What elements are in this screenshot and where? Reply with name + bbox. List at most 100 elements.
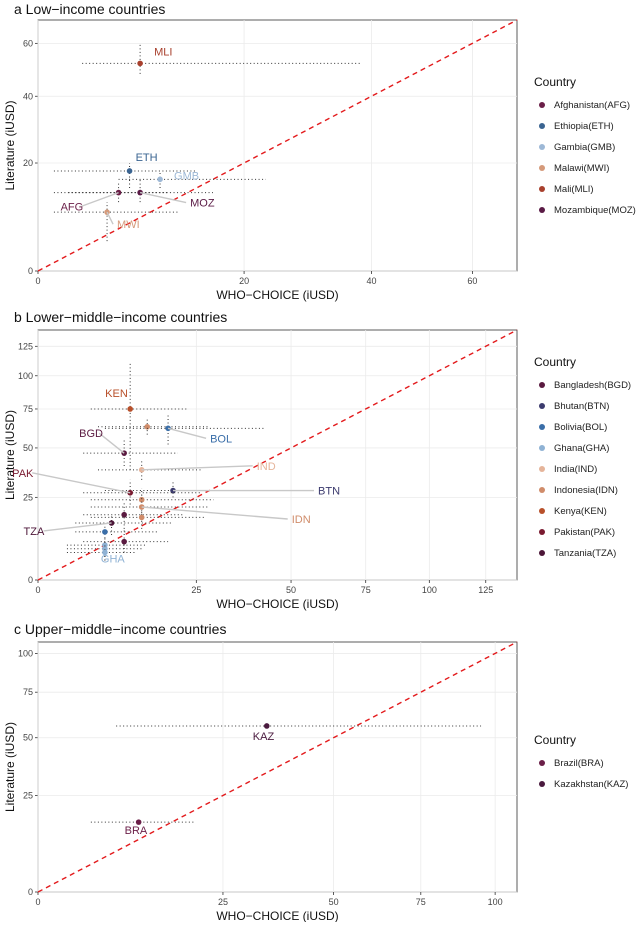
data-point-mli	[137, 60, 143, 67]
panel-title: a Low−income countries	[14, 1, 165, 17]
legend-swatch	[539, 781, 545, 787]
point-label-tza: TZA	[24, 526, 45, 538]
data-point-bgd	[121, 511, 127, 518]
x-tick-label: 50	[286, 585, 296, 595]
point-label-ind: IND	[257, 461, 276, 473]
y-tick-label: 25	[23, 492, 33, 502]
y-tick-label: 50	[23, 443, 33, 453]
x-tick-label: 0	[35, 897, 40, 907]
data-point-bra	[135, 819, 142, 825]
data-point-mwi	[104, 209, 110, 215]
legend-entry: Tanzania(TZA)	[554, 548, 616, 559]
point-label-kaz: KAZ	[253, 731, 275, 743]
x-tick-label: 40	[366, 276, 376, 286]
point-label-gmb: GMB	[174, 170, 199, 182]
x-tick-label: 25	[218, 897, 228, 907]
x-tick-label: 100	[488, 897, 503, 907]
x-tick-label: 75	[361, 585, 371, 595]
point-label-moz: MOZ	[190, 198, 215, 210]
label-leader-line	[43, 522, 112, 532]
point-label-gha: GHA	[101, 554, 126, 566]
x-axis-label: WHO−CHOICE (iUSD)	[216, 288, 338, 302]
y-tick-label: 125	[18, 341, 33, 351]
data-point-ken	[127, 406, 133, 412]
data-point-kaz	[263, 723, 270, 729]
label-leader-line	[167, 427, 207, 439]
legend-swatch	[539, 760, 545, 766]
legend-entry: Indonesia(IDN)	[554, 485, 618, 496]
legend-swatch	[539, 466, 545, 472]
y-tick-label: 50	[23, 733, 33, 743]
data-point-gha	[102, 549, 108, 556]
point-label-bol: BOL	[210, 433, 232, 445]
y-tick-label: 60	[23, 38, 33, 48]
legend-entry: India(IND)	[554, 464, 597, 475]
legend-entry: Bhutan(BTN)	[554, 401, 609, 412]
panel-title: c Upper−middle−income countries	[14, 621, 226, 637]
reference-line	[37, 329, 518, 581]
point-label-pak: PAK	[12, 468, 34, 480]
data-point-bol	[102, 529, 108, 535]
y-tick-label: 75	[23, 404, 33, 414]
legend-entry: Ghana(GHA)	[554, 443, 609, 454]
label-leader-line	[141, 506, 288, 520]
x-axis-label: WHO−CHOICE (iUSD)	[216, 909, 338, 922]
data-point-idn	[138, 514, 145, 521]
data-point-bgd	[121, 538, 127, 545]
label-leader-line	[141, 465, 253, 471]
legend-entry: Bolivia(BOL)	[554, 422, 607, 433]
legend-entry: Afghanistan(AFG)	[554, 100, 630, 111]
x-tick-label: 75	[416, 897, 426, 907]
data-point-idn	[138, 496, 145, 503]
x-axis-label: WHO−CHOICE (iUSD)	[216, 597, 338, 611]
legend: Country Brazil(BRA) Kazakhstan(KAZ)	[534, 733, 628, 790]
legend-swatch	[539, 403, 545, 409]
legend-entry: Pakistan(PAK)	[554, 527, 615, 538]
data-point-gmb	[157, 176, 163, 183]
legend-entry: Kazakhstan(KAZ)	[554, 779, 628, 790]
label-leader-line	[32, 472, 131, 494]
data-point-ind	[138, 467, 145, 473]
x-tick-label: 50	[329, 897, 339, 907]
legend-swatch	[539, 487, 545, 493]
x-tick-label: 0	[35, 585, 40, 595]
point-label-afg: AFG	[61, 202, 84, 214]
legend-entry: Kenya(KEN)	[554, 506, 607, 517]
legend-swatch	[539, 207, 545, 213]
legend-swatch	[539, 382, 545, 388]
point-label-btn: BTN	[318, 486, 340, 498]
legend-swatch	[539, 186, 545, 192]
y-tick-label: 75	[23, 687, 33, 697]
legend-title: Country	[534, 733, 576, 747]
legend-swatch	[539, 165, 545, 171]
legend-entry: Malawi(MWI)	[554, 163, 609, 174]
legend-entry: Brazil(BRA)	[554, 758, 604, 769]
point-label-mwi: MWI	[117, 219, 140, 231]
y-tick-label: 100	[18, 371, 33, 381]
x-tick-label: 125	[478, 585, 493, 595]
legend-title: Country	[534, 355, 576, 369]
y-tick-label: 0	[28, 266, 33, 276]
legend-entry: Gambia(GMB)	[554, 142, 615, 153]
legend-entry: Bangladesh(BGD)	[554, 380, 631, 391]
panel-c: c Upper−middle−income countries 0 25 50 75 10…	[3, 621, 628, 923]
legend-swatch	[539, 144, 545, 150]
data-point-idn	[144, 423, 151, 430]
legend-swatch	[539, 424, 545, 430]
x-tick-label: 100	[422, 585, 437, 595]
reference-line	[37, 19, 518, 272]
legend-entry: Mali(MLI)	[554, 184, 594, 195]
legend-swatch	[539, 445, 545, 451]
y-tick-label: 100	[18, 648, 33, 658]
y-tick-label: 40	[23, 91, 33, 101]
legend: Country Afghanistan(AFG) Ethiopia(ETH) Gamb…	[534, 75, 636, 216]
label-leader-line	[139, 191, 187, 204]
label-leader-line	[98, 432, 125, 454]
y-axis-label: Literature (iUSD)	[3, 410, 17, 500]
panel-title: b Lower−middle−income countries	[14, 309, 227, 325]
panel-a: a Low−income countries 0 20 40 60 0 20 40 60 WHO−…	[3, 1, 636, 302]
legend-title: Country	[534, 75, 576, 89]
label-leader-line	[80, 191, 119, 208]
